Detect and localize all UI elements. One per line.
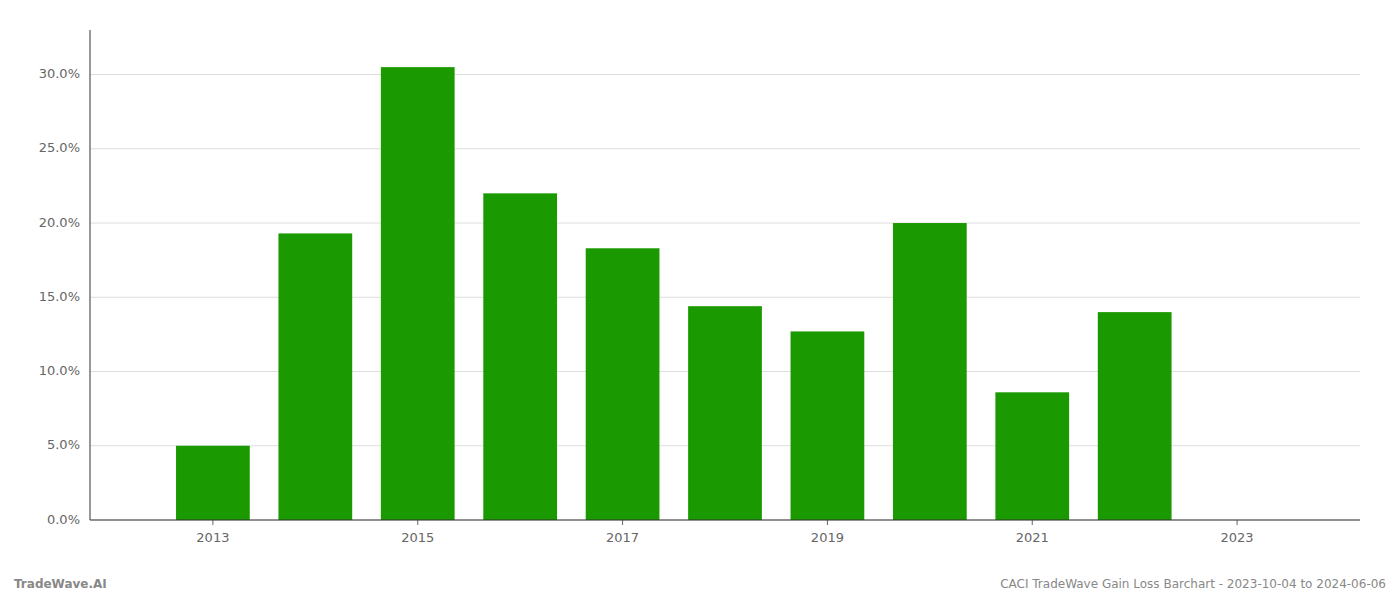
bar — [791, 331, 865, 520]
y-tick-label: 25.0% — [39, 140, 80, 155]
x-tick — [827, 520, 828, 525]
x-tick-label: 2021 — [1016, 530, 1049, 545]
x-tick-label: 2013 — [196, 530, 229, 545]
x-tick — [212, 520, 213, 525]
bar — [586, 248, 660, 520]
y-tick-label: 0.0% — [47, 512, 80, 527]
bar — [483, 193, 557, 520]
chart: 0.0% 5.0% 10.0% 15.0% 20.0% 25.0% 30.0% 2013 201… — [0, 0, 1400, 600]
grid-line — [90, 520, 1360, 521]
x-tick-label: 2023 — [1221, 530, 1254, 545]
grid-line — [90, 74, 1360, 75]
footer-left: TradeWave.AI — [14, 577, 107, 591]
grid-line — [90, 148, 1360, 149]
bars — [176, 67, 1172, 520]
background — [0, 0, 1400, 600]
bar — [893, 223, 967, 520]
y-tick-label: 5.0% — [47, 437, 80, 452]
x-tick — [1237, 520, 1238, 525]
x-tick-label: 2015 — [401, 530, 434, 545]
x-tick-label: 2017 — [606, 530, 639, 545]
bar — [176, 446, 250, 520]
bar — [688, 306, 762, 520]
x-tick — [622, 520, 623, 525]
y-tick-label: 10.0% — [39, 363, 80, 378]
y-axis-line — [90, 30, 91, 520]
bar — [381, 67, 455, 520]
footer-right: CACI TradeWave Gain Loss Barchart - 2023… — [1000, 577, 1386, 591]
x-axis-line — [90, 520, 1360, 521]
bar — [278, 233, 352, 520]
grid-line — [90, 223, 1360, 224]
y-tick-label: 15.0% — [39, 289, 80, 304]
x-tick-label: 2019 — [811, 530, 844, 545]
y-tick-label: 30.0% — [39, 66, 80, 81]
bar — [1098, 312, 1172, 520]
axes: 0.0% 5.0% 10.0% 15.0% 20.0% 25.0% 30.0% 2013 201… — [39, 66, 1254, 545]
y-tick-label: 20.0% — [39, 215, 80, 230]
grid — [90, 75, 1360, 520]
x-tick — [417, 520, 418, 525]
bar — [995, 392, 1069, 520]
x-tick — [1032, 520, 1033, 525]
